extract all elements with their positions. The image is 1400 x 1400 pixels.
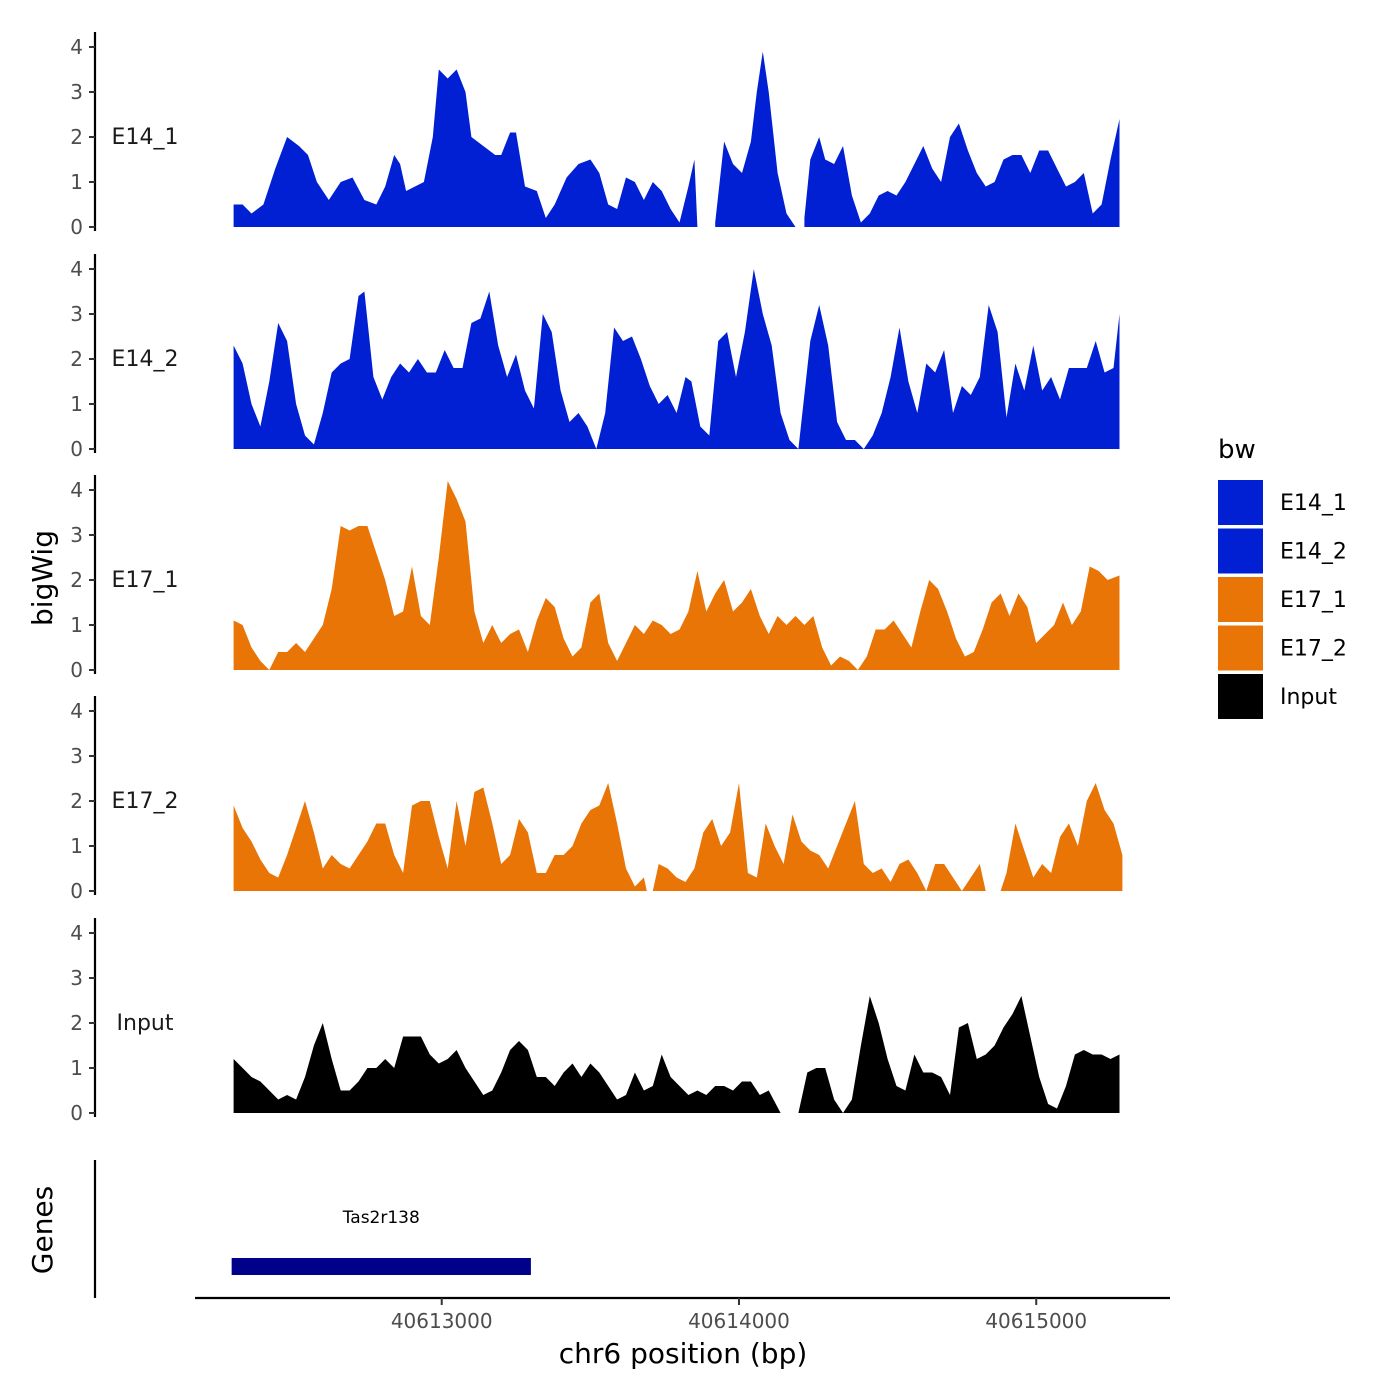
legend-label: E14_1	[1280, 491, 1347, 516]
track-label: E14_1	[112, 125, 179, 150]
y-tick-label: 1	[70, 170, 83, 194]
y-tick-label: 2	[70, 347, 83, 371]
area-e17_2	[652, 783, 986, 891]
legend-label: E17_1	[1280, 588, 1347, 613]
legend-swatch	[1218, 480, 1263, 525]
y-tick-label: 4	[70, 921, 83, 945]
y-tick-label: 3	[70, 523, 83, 547]
y-tick-label: 0	[70, 437, 83, 461]
track-e17_1: 0 1 2 3 4 E17_1	[70, 475, 1120, 682]
area-e14_1	[715, 51, 796, 227]
y-tick-label: 1	[70, 392, 83, 416]
x-axis: 40613000 40614000 40615000	[195, 1296, 1170, 1333]
area-e17_1	[233, 481, 1120, 670]
gene-bar	[231, 1258, 531, 1275]
y-tick-label: 2	[70, 568, 83, 592]
y-tick-label: 3	[70, 302, 83, 326]
legend-title: bw	[1218, 435, 1256, 465]
gene-label: Tas2r138	[342, 1208, 420, 1228]
track-e14_2: 0 1 2 3 4 E14_2	[70, 254, 1120, 461]
legend-swatch	[1218, 625, 1263, 671]
x-tick-label: 40615000	[985, 1309, 1087, 1333]
y-tick-label: 3	[70, 966, 83, 990]
y-axis-title: bigWig	[26, 530, 59, 626]
y-tick-label: 4	[70, 478, 83, 502]
y-tick-label: 1	[70, 613, 83, 637]
area-e14_2	[233, 269, 1120, 449]
legend-label: Input	[1280, 685, 1337, 710]
y-tick-label: 0	[70, 879, 83, 903]
y-tick-label: 0	[70, 658, 83, 682]
y-tick-label: 0	[70, 215, 83, 239]
y-tick-label: 2	[70, 789, 83, 813]
area-e17_2	[1000, 783, 1123, 891]
track-label: E17_1	[112, 568, 179, 593]
y-tick-label: 1	[70, 1056, 83, 1080]
y-tick-label: 4	[70, 35, 83, 59]
x-tick-label: 40613000	[391, 1309, 493, 1333]
y-tick-label: 1	[70, 834, 83, 858]
legend-label: E14_2	[1280, 540, 1347, 565]
area-e14_1	[804, 119, 1120, 227]
legend-swatch	[1218, 528, 1263, 574]
y-tick-label: 4	[70, 257, 83, 281]
genes-panel: Tas2r138	[93, 1160, 531, 1298]
x-axis-title: chr6 position (bp)	[559, 1337, 808, 1370]
area-input	[233, 1023, 781, 1113]
track-e17_2: 0 1 2 3 4 E17_2	[70, 696, 1123, 903]
genes-axis-title: Genes	[26, 1186, 59, 1274]
bigwig-tracks: 0 1 2 3 4 E14_1 0 1 2 3 4 E14_2 0 1 2 3 4 E17_1 0 1 2 3 4 E17_2…	[70, 32, 1123, 1125]
legend: bw E14_1 E14_2 E17_1 E17_2 Input	[1218, 435, 1347, 719]
track-label: E14_2	[112, 347, 179, 372]
y-tick-label: 0	[70, 1101, 83, 1125]
y-tick-label: 4	[70, 699, 83, 723]
track-e14_1: 0 1 2 3 4 E14_1	[70, 32, 1120, 239]
y-tick-label: 3	[70, 80, 83, 104]
x-tick-label: 40614000	[688, 1309, 790, 1333]
legend-label: E17_2	[1280, 637, 1347, 662]
area-e14_1	[233, 69, 698, 227]
track-label: E17_2	[112, 789, 179, 814]
area-e17_2	[233, 783, 647, 891]
track-input: 0 1 2 3 4 Input	[70, 918, 1120, 1125]
track-label: Input	[117, 1011, 174, 1036]
area-input	[798, 996, 1120, 1113]
y-tick-label: 3	[70, 744, 83, 768]
legend-swatch	[1218, 577, 1263, 622]
y-tick-label: 2	[70, 1011, 83, 1035]
legend-swatch	[1218, 674, 1263, 719]
y-tick-label: 2	[70, 125, 83, 149]
